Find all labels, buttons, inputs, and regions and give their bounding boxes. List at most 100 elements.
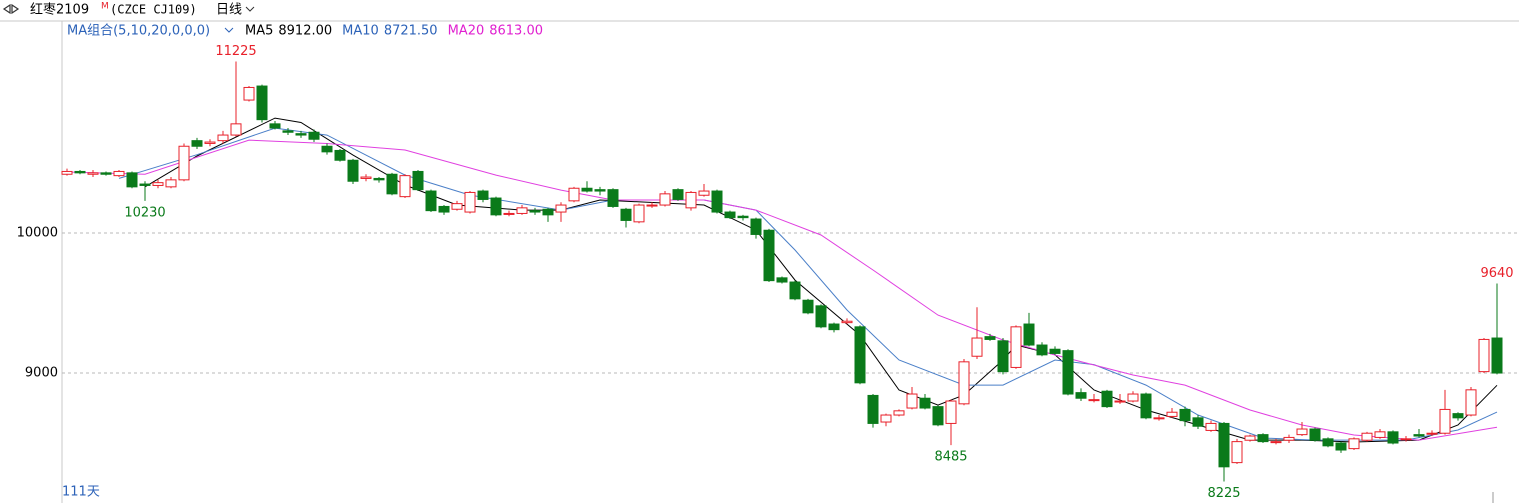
toolbar-icon[interactable] <box>2 3 20 15</box>
period-selector[interactable]: 日线 <box>216 3 242 18</box>
candle-body <box>672 189 684 200</box>
candle-body <box>269 123 281 129</box>
candle-body <box>204 141 216 144</box>
candle-body <box>802 299 814 314</box>
candle-body <box>1088 399 1100 402</box>
candle-body <box>737 215 749 219</box>
candle-body <box>126 172 138 188</box>
icon <box>2 3 20 15</box>
ma-line <box>118 127 1498 441</box>
candle-body <box>1348 438 1360 450</box>
candle-body <box>165 179 177 188</box>
candle-body <box>1231 441 1243 464</box>
candle-body <box>542 208 554 216</box>
candle-body <box>217 134 229 142</box>
legend-value: 8912.00 <box>278 24 332 39</box>
candle-body <box>451 203 463 210</box>
candle-body <box>594 189 606 192</box>
candle-body <box>1452 413 1464 419</box>
candle-body <box>113 170 125 177</box>
candle-body <box>763 229 775 282</box>
candle-body <box>360 176 372 179</box>
candle-body <box>464 191 476 213</box>
candle-body <box>1335 442 1347 451</box>
candle-body <box>815 305 827 328</box>
candle-body <box>971 337 983 357</box>
candle-body <box>1218 422 1230 468</box>
candle-body <box>321 145 333 153</box>
candle-body <box>477 190 489 200</box>
candle-body <box>1036 344 1048 356</box>
candle-body <box>1387 431 1399 444</box>
symbol-code: (CZCE CJ109) <box>110 3 197 17</box>
candle-body <box>1023 323 1035 346</box>
candle-body <box>945 400 957 424</box>
legend: MA5 8912.00 MA10 8721.50 MA20 8613.00 <box>245 24 543 39</box>
candle-body <box>1374 431 1386 438</box>
candle-body <box>438 205 450 213</box>
candle-body <box>100 172 112 175</box>
candle-body <box>490 197 502 216</box>
ma-group[interactable]: MA组合(5,10,20,0,0,0) <box>67 24 210 39</box>
candle-body <box>308 131 320 140</box>
candle-body <box>399 175 411 198</box>
candle-body <box>841 320 853 324</box>
legend-value: 8613.00 <box>489 24 543 39</box>
candle-body <box>295 133 307 136</box>
candle-body <box>1270 441 1282 444</box>
extreme-label: 8225 <box>1207 486 1240 501</box>
candle-body <box>633 204 645 223</box>
candle-body <box>828 323 840 331</box>
candle-body <box>282 130 294 133</box>
candle-body <box>139 183 151 186</box>
candle-body <box>1179 408 1191 422</box>
extreme-label: 10230 <box>124 205 165 220</box>
candle-body <box>516 207 528 214</box>
chevron <box>245 6 255 12</box>
candle-body <box>1049 348 1061 354</box>
candle-body <box>789 281 801 300</box>
candle-body <box>854 326 866 384</box>
candle-body <box>932 406 944 426</box>
extreme-label: 9640 <box>1480 266 1513 281</box>
candle-body <box>1010 326 1022 368</box>
candle-body <box>152 182 164 186</box>
candle-body <box>1491 337 1503 374</box>
candle-body <box>698 190 710 196</box>
candle-body <box>997 340 1009 373</box>
candle-body <box>256 85 268 121</box>
candle-body <box>191 140 203 147</box>
candle-body <box>373 177 385 181</box>
candle-body <box>230 123 242 136</box>
candle-body <box>1075 392 1087 399</box>
candle-body <box>724 211 736 219</box>
candle-body <box>659 193 671 206</box>
candle-body <box>893 410 905 416</box>
candle-body <box>620 208 632 221</box>
candle-body <box>1192 417 1204 427</box>
candle-body <box>74 170 86 174</box>
symbol: 红枣2109 <box>30 2 89 18</box>
candle-body <box>425 190 437 212</box>
candle-body <box>958 361 970 405</box>
candle-body <box>347 159 359 182</box>
candle-body <box>503 212 515 215</box>
candle-body <box>1439 408 1451 434</box>
candle-body <box>1413 434 1425 437</box>
y-tick-label: 10000 <box>17 226 58 241</box>
candle-body <box>1114 400 1126 403</box>
candle-body <box>984 336 996 340</box>
legend-value: 8721.50 <box>384 24 438 39</box>
day-count: 111天 <box>62 485 100 500</box>
candle-body <box>867 394 879 424</box>
grid: 9000 10000 <box>17 226 1519 381</box>
candle-body <box>750 218 762 235</box>
candle-body <box>1283 436 1295 441</box>
candle-body <box>87 172 99 175</box>
candle-body <box>685 191 697 209</box>
candle-body <box>711 190 723 213</box>
candle-body <box>1166 411 1178 417</box>
candle-body <box>61 170 73 175</box>
